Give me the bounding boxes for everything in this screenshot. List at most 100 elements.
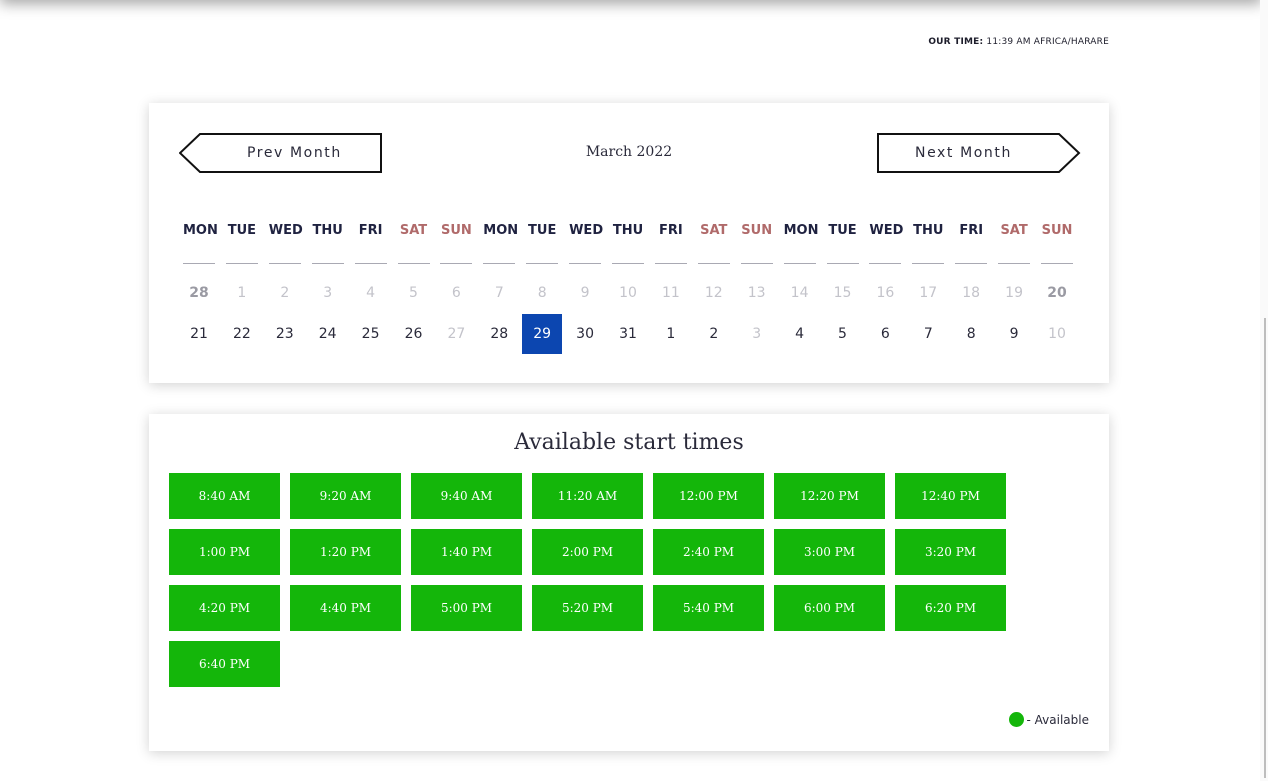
weekday-sun: SUN (440, 223, 472, 238)
day-cell[interactable]: 23 (275, 326, 294, 342)
weekday-underline (397, 263, 430, 264)
time-slot-button[interactable]: 2:40 PM (653, 529, 764, 575)
day-cell[interactable]: 22 (232, 326, 251, 342)
month-title: March 2022 (585, 144, 673, 160)
time-slot-button[interactable]: 1:40 PM (411, 529, 522, 575)
time-slot-button[interactable]: 3:00 PM (774, 529, 885, 575)
time-slot-button[interactable]: 12:00 PM (653, 473, 764, 519)
day-cell[interactable]: 1 (666, 326, 676, 342)
weekday-underline (440, 263, 473, 264)
weekday-thu: THU (612, 223, 644, 238)
weekday-underline (612, 263, 644, 264)
day-cell: 8 (537, 285, 547, 301)
legend-label: - Available (1026, 713, 1089, 727)
weekday-tue: TUE (828, 223, 857, 238)
day-cell: 27 (447, 326, 466, 342)
time-slot-button[interactable]: 12:20 PM (774, 473, 885, 519)
weekday-underline (225, 263, 258, 264)
weekday-underline (311, 263, 344, 264)
day-cell[interactable]: 30 (576, 326, 594, 342)
next-month-button[interactable]: Next Month (877, 133, 1081, 173)
day-cell: 3 (323, 285, 333, 301)
weekday-wed: WED (268, 223, 303, 238)
time-slot-button[interactable]: 4:40 PM (290, 585, 401, 631)
weekday-underline (268, 263, 301, 264)
day-cell[interactable]: 5 (838, 326, 847, 342)
day-cell[interactable]: 4 (795, 326, 805, 342)
time-slot-button[interactable]: 5:20 PM (532, 585, 643, 631)
times-title: Available start times (514, 430, 744, 455)
day-cell: 14 (790, 285, 809, 301)
day-cell: 17 (919, 285, 938, 301)
day-cell[interactable]: 7 (923, 326, 933, 342)
day-cell: 12 (704, 285, 723, 301)
weekday-underline (912, 263, 945, 264)
weekday-sat: SAT (399, 223, 428, 238)
time-slot-button[interactable]: 3:20 PM (895, 529, 1006, 575)
day-cell: 16 (876, 285, 895, 301)
day-cell: 11 (661, 285, 680, 301)
time-slot-button[interactable]: 6:00 PM (774, 585, 885, 631)
weekday-wed: WED (869, 223, 904, 238)
day-cell[interactable]: 26 (404, 326, 423, 342)
time-slot-button[interactable]: 6:20 PM (895, 585, 1006, 631)
weekday-underline (998, 263, 1031, 264)
day-cell: 5 (409, 285, 418, 301)
day-cell: 18 (962, 285, 981, 301)
weekday-sat: SAT (700, 223, 728, 238)
day-cell[interactable]: 8 (966, 326, 976, 342)
day-cell: 20 (1047, 285, 1067, 301)
weekday-wed: WED (569, 223, 604, 238)
our-time-label: OUR TIME: (928, 37, 984, 47)
day-cell: 15 (833, 285, 852, 301)
weekday-tue: TUE (227, 223, 257, 238)
day-cell[interactable]: 25 (361, 326, 380, 342)
day-cell[interactable]: 21 (190, 326, 208, 342)
weekday-sat: SAT (1000, 223, 1028, 238)
day-cell[interactable]: 31 (619, 326, 637, 342)
time-slot-button[interactable]: 1:20 PM (290, 529, 401, 575)
weekday-mon: MON (183, 223, 218, 238)
next-month-label: Next Month (915, 145, 1012, 161)
time-slot-button[interactable]: 4:20 PM (169, 585, 280, 631)
prev-month-button[interactable]: Prev Month (179, 133, 382, 173)
time-slot-button[interactable]: 11:20 AM (532, 473, 643, 519)
weekday-underline (1041, 263, 1073, 264)
weekday-tue: TUE (528, 223, 557, 238)
day-cell: 28 (189, 285, 209, 301)
weekday-thu: THU (913, 223, 944, 238)
day-cell: 9 (580, 285, 590, 301)
time-slot-button[interactable]: 2:00 PM (532, 529, 643, 575)
our-time-value: 11:39 AM AFRICA/HARARE (986, 37, 1109, 47)
day-cell[interactable]: 6 (880, 326, 890, 342)
time-slot-button[interactable]: 1:00 PM (169, 529, 280, 575)
day-cell-selected[interactable]: 29 (522, 314, 563, 354)
time-slot-button[interactable]: 5:00 PM (411, 585, 522, 631)
time-slot-button[interactable]: 5:40 PM (653, 585, 764, 631)
day-cell: 19 (1005, 285, 1023, 301)
day-cell[interactable]: 28 (490, 326, 509, 342)
scrollbar-thumb[interactable] (1264, 318, 1266, 778)
day-cell[interactable]: 24 (318, 326, 337, 342)
weekday-underline (354, 263, 387, 264)
weekday-underline (826, 263, 859, 264)
weekday-thu: THU (312, 223, 343, 238)
weekday-underline (697, 263, 730, 264)
time-slot-button[interactable]: 9:40 AM (411, 473, 522, 519)
day-cell: 10 (1048, 326, 1066, 342)
weekday-fri: FRI (959, 223, 984, 238)
weekday-underline (654, 263, 687, 264)
day-cell: 13 (747, 285, 766, 301)
prev-month-label: Prev Month (247, 145, 342, 161)
time-slot-button[interactable]: 9:20 AM (290, 473, 401, 519)
day-cell[interactable]: 2 (709, 326, 719, 342)
scrollbar-track[interactable] (1260, 0, 1268, 781)
day-cell: 3 (752, 326, 762, 342)
time-slot-button[interactable]: 12:40 PM (895, 473, 1006, 519)
weekday-mon: MON (483, 223, 519, 238)
time-slot-button[interactable]: 6:40 PM (169, 641, 280, 687)
day-cell[interactable]: 9 (1009, 326, 1019, 342)
time-slot-button[interactable]: 8:40 AM (169, 473, 280, 519)
available-dot-icon (1008, 712, 1024, 727)
calendar-card: Prev Month March 2022 Next Month MON TUE W… (149, 103, 1109, 383)
